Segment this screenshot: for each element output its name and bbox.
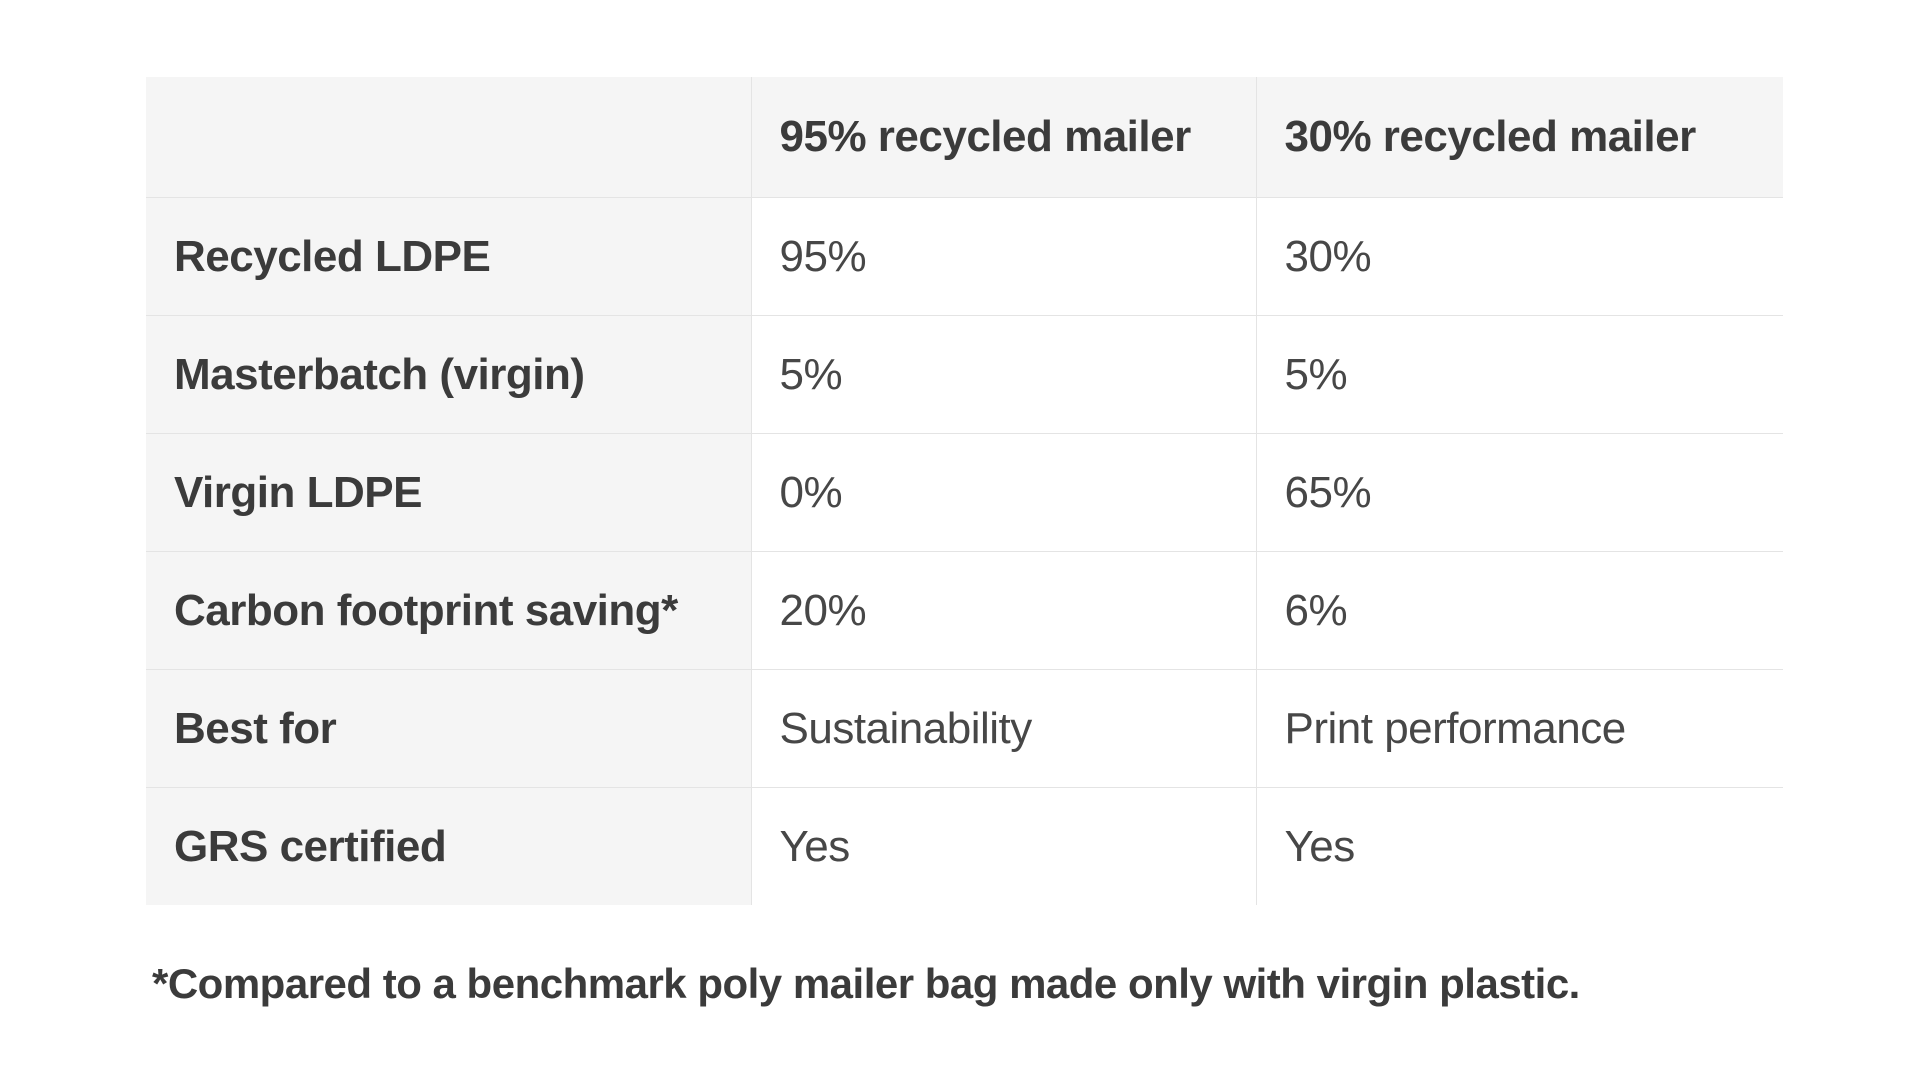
cell-95-recycled: Yes <box>750 787 1256 905</box>
table-row: Recycled LDPE 95% 30% <box>146 197 1783 316</box>
cell-30-recycled: 5% <box>1255 315 1783 434</box>
header-empty-cell <box>146 77 751 198</box>
cell-30-recycled: 65% <box>1255 433 1783 552</box>
row-label: Best for <box>146 669 751 788</box>
cell-95-recycled: Sustainability <box>750 669 1256 788</box>
cell-30-recycled: 30% <box>1255 197 1783 316</box>
footnote: *Compared to a benchmark poly mailer bag… <box>152 960 1580 1007</box>
table-row: Best for Sustainability Print performanc… <box>146 669 1783 788</box>
row-label: GRS certified <box>146 787 751 905</box>
cell-95-recycled: 95% <box>750 197 1256 316</box>
table-row: Carbon footprint saving* 20% 6% <box>146 551 1783 670</box>
row-label: Virgin LDPE <box>146 433 751 552</box>
row-label: Carbon footprint saving* <box>146 551 751 670</box>
cell-30-recycled: 6% <box>1255 551 1783 670</box>
cell-95-recycled: 20% <box>750 551 1256 670</box>
table-row: GRS certified Yes Yes <box>146 787 1783 905</box>
cell-30-recycled: Print performance <box>1255 669 1783 788</box>
cell-95-recycled: 5% <box>750 315 1256 434</box>
cell-30-recycled: Yes <box>1255 787 1783 905</box>
table-row: Virgin LDPE 0% 65% <box>146 433 1783 552</box>
table-header-row: 95% recycled mailer 30% recycled mailer <box>146 77 1783 198</box>
cell-95-recycled: 0% <box>750 433 1256 552</box>
header-95-recycled: 95% recycled mailer <box>750 77 1256 198</box>
header-30-recycled: 30% recycled mailer <box>1255 77 1783 198</box>
comparison-table: 95% recycled mailer 30% recycled mailer … <box>146 77 1783 905</box>
row-label: Recycled LDPE <box>146 197 751 316</box>
row-label: Masterbatch (virgin) <box>146 315 751 434</box>
table-row: Masterbatch (virgin) 5% 5% <box>146 315 1783 434</box>
